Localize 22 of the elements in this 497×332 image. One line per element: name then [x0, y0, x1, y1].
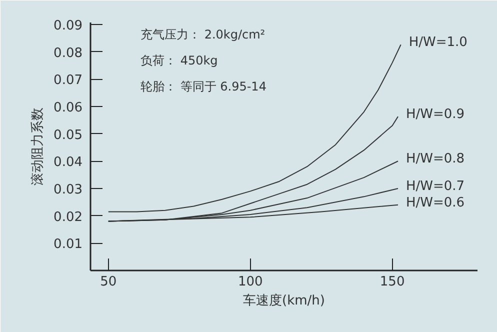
y-tick-label: 0.07	[54, 73, 83, 88]
x-tick-label: 150	[380, 274, 405, 290]
y-tick-label: 0.09	[54, 18, 83, 34]
y-tick-label: 0.06	[54, 100, 83, 116]
series-label: H/W=0.7	[406, 178, 465, 194]
series-label: H/W=0.6	[406, 195, 465, 210]
y-tick-label: 0.03	[54, 182, 83, 198]
y-tick-label: 0.08	[54, 46, 83, 61]
series-label: H/W=0.9	[406, 107, 465, 122]
y-tick-label: 0.01	[54, 237, 83, 252]
x-axis-title: 车速度(km/h)	[243, 292, 325, 308]
annotation: 负荷： 450kg	[140, 54, 218, 68]
series-label: H/W=0.8	[406, 152, 465, 167]
annotation: 轮胎： 等同于 6.95-14	[140, 80, 266, 94]
y-axis-title: 滚动阻力系数	[30, 108, 46, 186]
annotation: 充气压力： 2.0kg/cm²	[140, 28, 266, 42]
y-tick-label: 0.05	[54, 128, 83, 143]
y-tick-label: 0.04	[54, 155, 83, 170]
series-label: H/W=1.0	[408, 35, 468, 50]
x-tick-label: 50	[100, 274, 117, 290]
y-tick-label: 0.02	[54, 210, 83, 225]
x-tick-label: 100	[238, 274, 263, 290]
